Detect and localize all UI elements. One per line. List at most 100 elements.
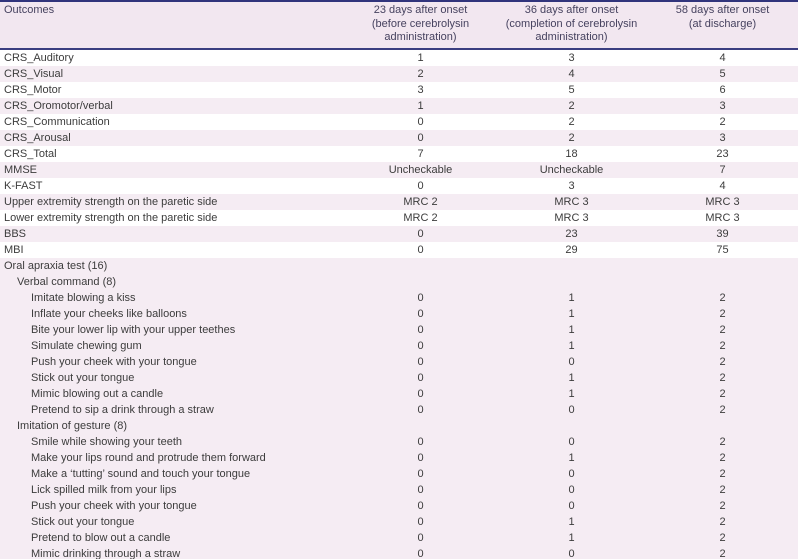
cell-value: 1 — [496, 289, 647, 306]
table-body: CRS_Auditory 1 3 4 CRS_Visual 2 4 5 CRS_Motor 3 5 6… — [0, 48, 798, 559]
cell-value — [345, 417, 496, 434]
cell-value: 1 — [496, 337, 647, 354]
cell-value: 0 — [496, 433, 647, 450]
cell-value: 0 — [345, 465, 496, 482]
row-label: CRS_Auditory — [0, 48, 345, 66]
row-label: Lick spilled milk from your lips — [0, 481, 345, 498]
table-row: Mimic blowing out a candle 0 1 2 — [0, 385, 798, 402]
cell-value: 0 — [496, 401, 647, 418]
row-label: K-FAST — [0, 177, 345, 194]
cell-value: 2 — [647, 513, 798, 530]
cell-value: 7 — [647, 161, 798, 178]
cell-value: 18 — [496, 145, 647, 162]
table-row: CRS_Arousal 0 2 3 — [0, 129, 798, 146]
row-label: Push your cheek with your tongue — [0, 353, 345, 370]
row-label: BBS — [0, 225, 345, 242]
row-label: Smile while showing your teeth — [0, 433, 345, 450]
cell-value: 2 — [647, 449, 798, 466]
table-row: MBI 0 29 75 — [0, 241, 798, 258]
row-label: Stick out your tongue — [0, 369, 345, 386]
cell-value: 2 — [647, 481, 798, 498]
cell-value — [496, 257, 647, 274]
table-row: Pretend to sip a drink through a straw 0 0… — [0, 401, 798, 418]
table-row: Push your cheek with your tongue 0 0 2 — [0, 497, 798, 514]
row-label: CRS_Visual — [0, 65, 345, 82]
row-label: Stick out your tongue — [0, 513, 345, 530]
cell-value: 2 — [647, 385, 798, 402]
row-label: Make your lips round and protrude them f… — [0, 449, 345, 466]
cell-value: 5 — [647, 65, 798, 82]
cell-value: 2 — [647, 497, 798, 514]
header-row: Outcomes 23 days after onset (before cer… — [0, 1, 798, 50]
cell-value: Uncheckable — [345, 161, 496, 178]
cell-value: 0 — [345, 545, 496, 559]
cell-value: 0 — [345, 449, 496, 466]
table-row: CRS_Auditory 1 3 4 — [0, 48, 798, 66]
table-row: Make your lips round and protrude them f… — [0, 449, 798, 466]
table-row: K-FAST 0 3 4 — [0, 177, 798, 194]
table-row: MMSE Uncheckable Uncheckable 7 — [0, 161, 798, 178]
cell-value: 0 — [345, 481, 496, 498]
table-row: Imitate blowing a kiss 0 1 2 — [0, 289, 798, 306]
cell-value: 2 — [647, 529, 798, 546]
cell-value: 1 — [496, 513, 647, 530]
row-label: Verbal command (8) — [0, 273, 345, 290]
row-label: Pretend to sip a drink through a straw — [0, 401, 345, 418]
cell-value: 0 — [345, 225, 496, 242]
cell-value — [496, 273, 647, 290]
cell-value: 2 — [647, 113, 798, 130]
cell-value: 3 — [647, 129, 798, 146]
cell-value: 1 — [496, 321, 647, 338]
cell-value: 0 — [345, 369, 496, 386]
cell-value: MRC 3 — [647, 209, 798, 226]
cell-value: 1 — [496, 529, 647, 546]
cell-value: 29 — [496, 241, 647, 258]
row-label: Pretend to blow out a candle — [0, 529, 345, 546]
header-cell-23-days: 23 days after onset (before cerebrolysin… — [345, 1, 496, 50]
table-row: Bite your lower lip with your upper teet… — [0, 321, 798, 338]
cell-value: 2 — [345, 65, 496, 82]
table-row: Upper extremity strength on the paretic … — [0, 193, 798, 210]
cell-value: 23 — [496, 225, 647, 242]
cell-value: 0 — [345, 129, 496, 146]
cell-value: 2 — [647, 353, 798, 370]
header-cell-36-days: 36 days after onset (completion of cereb… — [496, 1, 647, 50]
cell-value: 1 — [496, 305, 647, 322]
cell-value: 0 — [496, 545, 647, 559]
table-row: Mimic drinking through a straw 0 0 2 — [0, 545, 798, 559]
cell-value: 6 — [647, 81, 798, 98]
cell-value: 39 — [647, 225, 798, 242]
table-row: Smile while showing your teeth 0 0 2 — [0, 433, 798, 450]
cell-value: 2 — [647, 305, 798, 322]
row-label: CRS_Communication — [0, 113, 345, 130]
table-row: Make a ‘tutting’ sound and touch your to… — [0, 465, 798, 482]
table-row: Lower extremity strength on the paretic … — [0, 209, 798, 226]
row-label: CRS_Motor — [0, 81, 345, 98]
cell-value — [345, 273, 496, 290]
header-cell-58-days: 58 days after onset (at discharge) — [647, 1, 798, 50]
row-label: Mimic blowing out a candle — [0, 385, 345, 402]
cell-value: 3 — [496, 177, 647, 194]
row-label: MMSE — [0, 161, 345, 178]
row-label: CRS_Total — [0, 145, 345, 162]
cell-value: 0 — [345, 321, 496, 338]
cell-value: 5 — [496, 81, 647, 98]
table-row: Inflate your cheeks like balloons 0 1 2 — [0, 305, 798, 322]
header-cell-outcomes: Outcomes — [0, 1, 345, 50]
cell-value: 0 — [345, 289, 496, 306]
cell-value: 0 — [345, 353, 496, 370]
table-row: Pretend to blow out a candle 0 1 2 — [0, 529, 798, 546]
cell-value — [647, 257, 798, 274]
cell-value: Uncheckable — [496, 161, 647, 178]
cell-value: 0 — [345, 113, 496, 130]
cell-value: 4 — [647, 48, 798, 66]
cell-value: 0 — [345, 241, 496, 258]
cell-value: 0 — [345, 385, 496, 402]
cell-value — [647, 273, 798, 290]
cell-value: 1 — [496, 385, 647, 402]
cell-value: 7 — [345, 145, 496, 162]
cell-value: MRC 3 — [647, 193, 798, 210]
cell-value: 0 — [496, 481, 647, 498]
table-row: CRS_Visual 2 4 5 — [0, 65, 798, 82]
cell-value: 2 — [647, 289, 798, 306]
